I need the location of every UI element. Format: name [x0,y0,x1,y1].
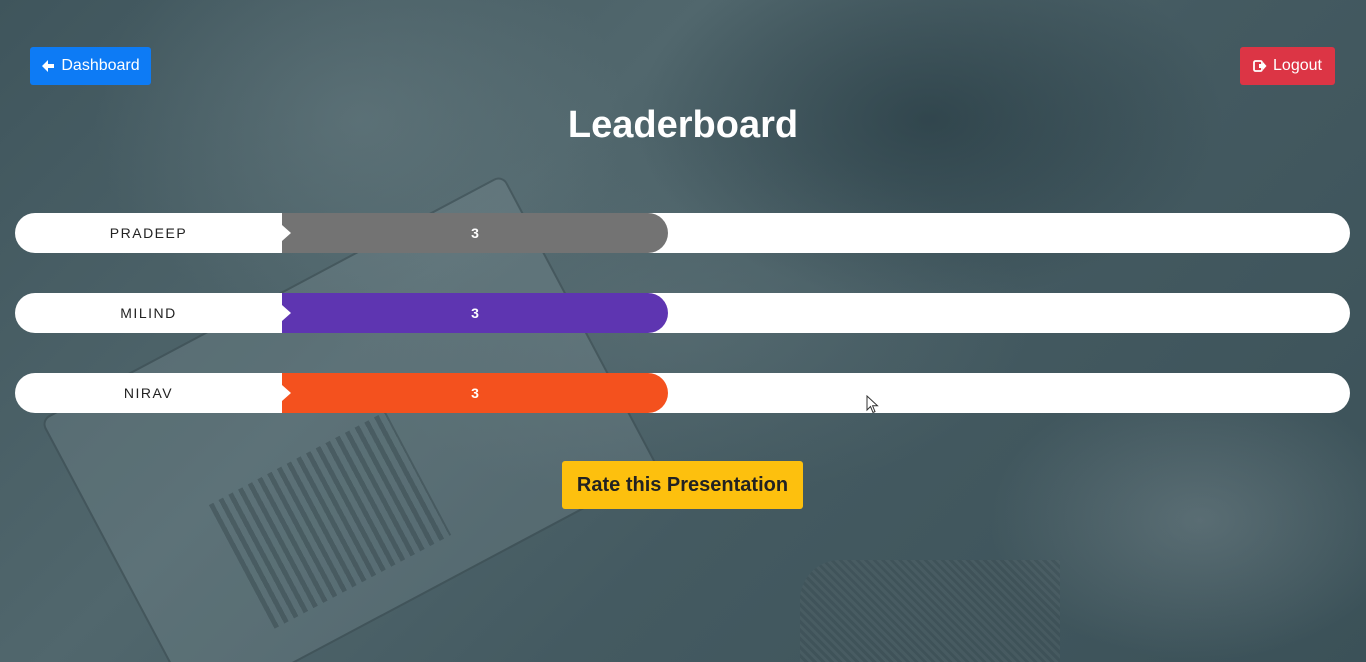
participant-name: MILIND [120,305,177,321]
page-title: Leaderboard [567,104,799,146]
mouse-cursor-icon [866,395,879,414]
score-value: 3 [471,225,479,241]
participant-name: NIRAV [123,385,174,401]
logout-button-label: Logout [1273,57,1322,74]
score-bar: 3 [282,213,668,253]
score-bar: 3 [282,293,668,333]
leaderboard-row: PRADEEP 3 [15,213,1350,253]
dashboard-button-label: Dashboard [61,57,140,74]
dashboard-button[interactable]: Dashboard [30,47,151,85]
score-bar: 3 [282,373,668,413]
background-sleeve-decoration [800,560,1060,662]
participant-name: PRADEEP [109,225,188,241]
logout-button[interactable]: Logout [1240,47,1335,85]
score-value: 3 [471,385,479,401]
leaderboard-row: NIRAV 3 [15,373,1350,413]
rate-presentation-button[interactable]: Rate this Presentation [562,461,803,509]
score-value: 3 [471,305,479,321]
leaderboard-row: MILIND 3 [15,293,1350,333]
sign-out-icon [1253,59,1267,73]
arrow-left-icon [41,59,55,73]
rate-presentation-label: Rate this Presentation [576,473,789,496]
